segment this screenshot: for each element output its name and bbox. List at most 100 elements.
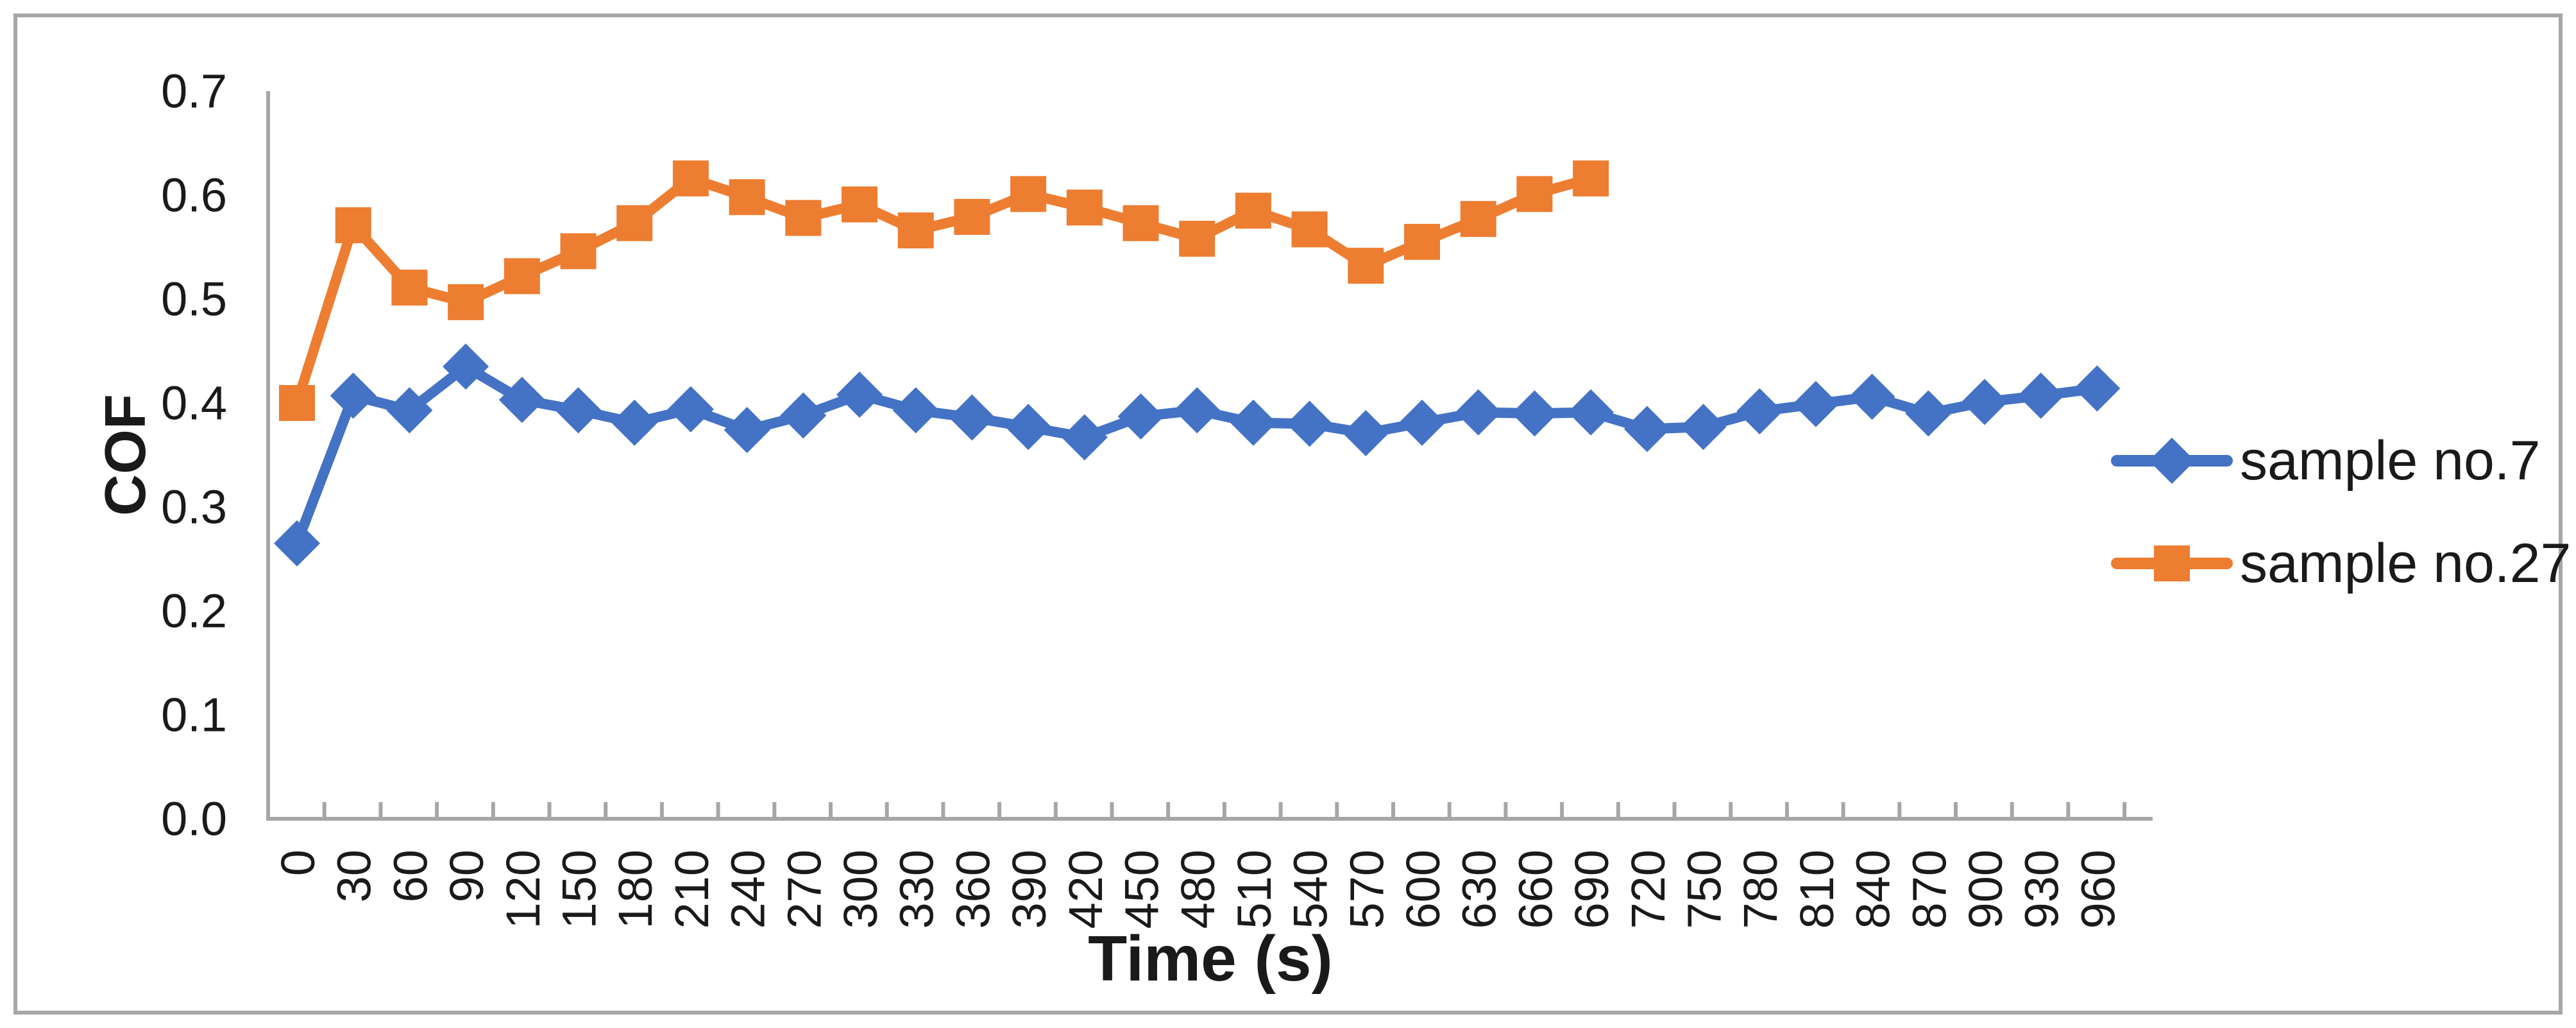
x-axis-tick-label: 630 bbox=[1453, 850, 1506, 929]
series-point-sample-no-7 bbox=[1511, 390, 1558, 437]
series-point-sample-no-7 bbox=[1792, 381, 1839, 427]
x-axis-tick-label: 300 bbox=[834, 850, 887, 929]
legend-item-sample-no-27: sample no.27 bbox=[2111, 533, 2571, 594]
legend-marker-square-icon bbox=[2154, 545, 2190, 581]
series-point-sample-no-7 bbox=[2017, 372, 2064, 419]
x-axis-tick-label: 960 bbox=[2071, 850, 2124, 929]
series-sample-no-7 bbox=[274, 343, 2121, 567]
series-point-sample-no-7 bbox=[1399, 399, 1445, 446]
x-axis-tick-label: 480 bbox=[1171, 850, 1224, 929]
chart-border bbox=[13, 13, 2563, 1015]
y-axis-tick-label: 0.6 bbox=[161, 169, 227, 222]
legend: sample no.7 sample no.27 bbox=[2111, 430, 2571, 594]
series-point-sample-no-27 bbox=[785, 200, 822, 236]
legend-label-sample-no-27: sample no.27 bbox=[2240, 533, 2571, 594]
x-axis-tick-label: 810 bbox=[1790, 850, 1843, 929]
series-point-sample-no-7 bbox=[1849, 373, 1895, 420]
series-point-sample-no-7 bbox=[1962, 379, 2008, 425]
x-axis-tick-label: 510 bbox=[1228, 850, 1281, 929]
series-point-sample-no-7 bbox=[1286, 400, 1333, 447]
series-point-sample-no-7 bbox=[611, 399, 658, 446]
series-point-sample-no-7 bbox=[1623, 406, 1670, 452]
series-point-sample-no-7 bbox=[1117, 393, 1164, 440]
series-point-sample-no-7 bbox=[724, 407, 770, 454]
x-axis-tick-label: 150 bbox=[553, 850, 606, 929]
series-point-sample-no-27 bbox=[954, 199, 990, 236]
y-axis-tick-label: 0.2 bbox=[161, 585, 227, 638]
series-point-sample-no-7 bbox=[1680, 404, 1727, 450]
x-axis-tick-label: 540 bbox=[1284, 850, 1337, 929]
series-point-sample-no-27 bbox=[1235, 193, 1271, 229]
series-point-sample-no-7 bbox=[1230, 399, 1276, 446]
series-point-sample-no-7 bbox=[1061, 414, 1108, 461]
x-axis-tick-label: 240 bbox=[722, 850, 775, 929]
series-point-sample-no-7 bbox=[1905, 390, 1952, 437]
x-axis-tick-label: 840 bbox=[1847, 850, 1900, 929]
series-point-sample-no-7 bbox=[1455, 389, 1502, 436]
x-axis-tick-label: 270 bbox=[777, 850, 831, 929]
series-point-sample-no-27 bbox=[842, 186, 877, 223]
x-axis-tick-label: 930 bbox=[2015, 850, 2069, 929]
x-axis-tick-label: 870 bbox=[1902, 850, 1956, 929]
x-axis-labels: 0 30 60 90 120 150 180 210 240 270 300 330 360 390 420… bbox=[271, 850, 2124, 929]
x-axis-tick-label: 360 bbox=[946, 850, 999, 929]
x-axis-tick-label: 210 bbox=[665, 850, 718, 929]
x-axis-tick-label: 660 bbox=[1509, 850, 1562, 929]
series-point-sample-no-7 bbox=[667, 386, 714, 433]
x-axis-tick-label: 420 bbox=[1059, 850, 1112, 929]
series-point-sample-no-7 bbox=[2074, 365, 2121, 412]
y-axis-tick-label: 0.7 bbox=[161, 65, 227, 118]
series-point-sample-no-7 bbox=[1568, 389, 1614, 436]
x-axis-tick-label: 0 bbox=[271, 850, 325, 876]
x-axis-tick-label: 180 bbox=[609, 850, 662, 929]
series-point-sample-no-7 bbox=[555, 387, 602, 434]
series-point-sample-no-27 bbox=[448, 284, 484, 320]
y-axis-title: COF bbox=[94, 394, 158, 516]
x-axis-tick-label: 30 bbox=[328, 850, 381, 902]
x-axis-tick-label: 780 bbox=[1734, 850, 1787, 929]
series-point-sample-no-27 bbox=[1516, 176, 1553, 212]
series-point-sample-no-7 bbox=[1343, 409, 1389, 456]
series-point-sample-no-27 bbox=[279, 385, 315, 421]
series-point-sample-no-7 bbox=[386, 387, 433, 434]
x-axis-tick-label: 60 bbox=[384, 850, 437, 902]
y-axis-tick-label: 0.5 bbox=[161, 273, 227, 326]
series-point-sample-no-7 bbox=[1005, 404, 1052, 450]
series-point-sample-no-27 bbox=[729, 179, 765, 216]
series-sample-no-27 bbox=[279, 160, 1609, 421]
x-axis-tick-label: 750 bbox=[1678, 850, 1731, 929]
series-point-sample-no-27 bbox=[335, 207, 371, 243]
axes bbox=[266, 91, 2153, 821]
series-point-sample-no-27 bbox=[1066, 189, 1103, 226]
series-point-sample-no-27 bbox=[897, 212, 934, 249]
series-point-sample-no-27 bbox=[1404, 223, 1440, 260]
x-axis-tick-label: 690 bbox=[1565, 850, 1618, 929]
series-point-sample-no-27 bbox=[672, 160, 709, 197]
x-axis-tick-label: 600 bbox=[1396, 850, 1450, 929]
series-point-sample-no-7 bbox=[443, 343, 489, 390]
y-axis-tick-label: 0.0 bbox=[161, 792, 227, 846]
series-point-sample-no-27 bbox=[504, 258, 540, 295]
series-point-sample-no-27 bbox=[1123, 205, 1159, 241]
series-point-sample-no-7 bbox=[780, 392, 827, 439]
series-point-sample-no-27 bbox=[1460, 201, 1496, 237]
series-point-sample-no-27 bbox=[391, 270, 428, 306]
series-point-sample-no-7 bbox=[274, 520, 320, 567]
legend-item-sample-no-7: sample no.7 bbox=[2111, 430, 2541, 492]
legend-label-sample-no-7: sample no.7 bbox=[2240, 430, 2541, 492]
y-axis-tick-label: 0.3 bbox=[161, 481, 227, 534]
y-axis-tick-label: 0.4 bbox=[161, 377, 227, 430]
x-axis-tick-label: 450 bbox=[1115, 850, 1169, 929]
x-axis-tick-label: 390 bbox=[1003, 850, 1056, 929]
series-point-sample-no-7 bbox=[330, 372, 377, 419]
x-axis-tick-label: 330 bbox=[890, 850, 944, 929]
series-point-sample-no-27 bbox=[1010, 176, 1047, 212]
series-point-sample-no-27 bbox=[616, 205, 653, 241]
y-axis-tick-label: 0.1 bbox=[161, 689, 227, 742]
x-axis-tick-label: 900 bbox=[1959, 850, 2012, 929]
series-point-sample-no-7 bbox=[892, 387, 939, 434]
x-axis-tick-label: 570 bbox=[1340, 850, 1393, 929]
x-axis-title: Time (s) bbox=[1088, 923, 1333, 995]
x-axis-tick-label: 720 bbox=[1622, 850, 1675, 929]
